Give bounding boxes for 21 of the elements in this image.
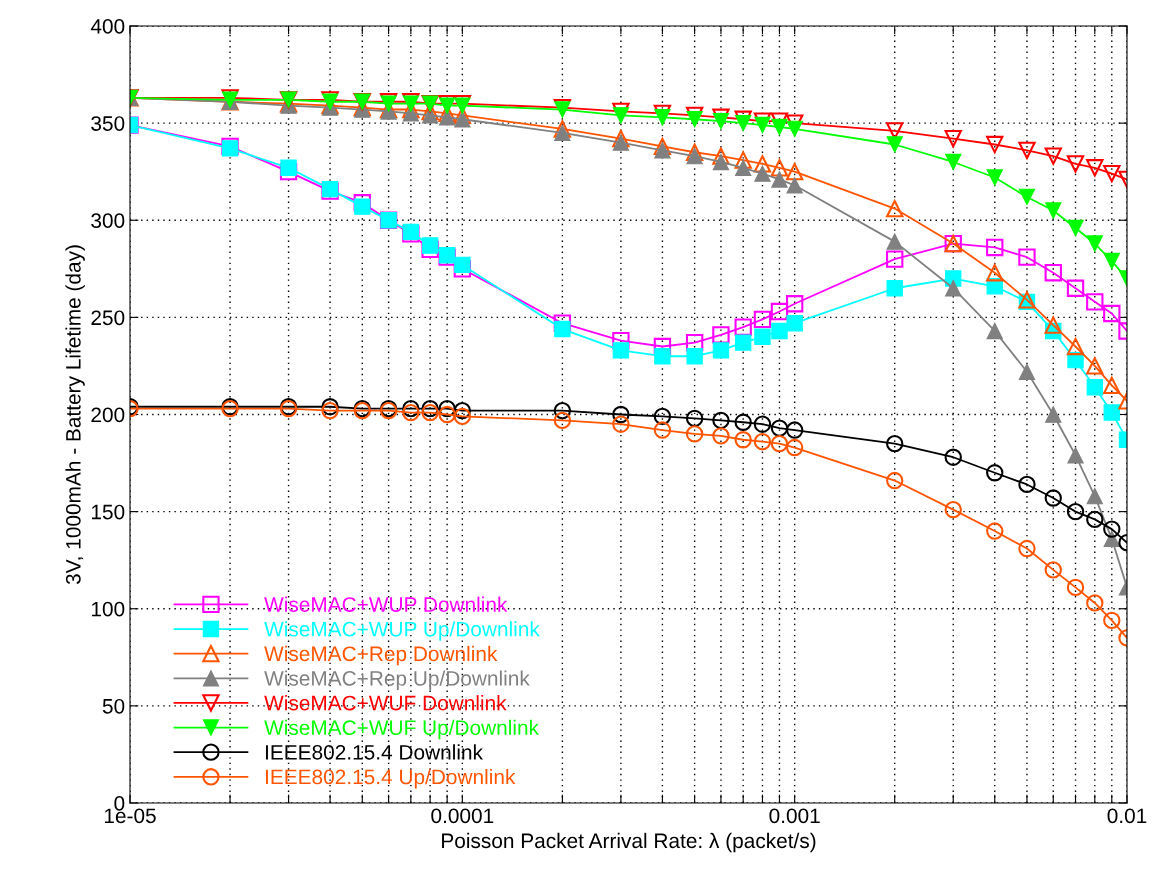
x-tick-label: 0.01 [1107,808,1147,824]
legend-label: IEEE802.15.4 Up/Downlink [266,769,516,789]
y-tick-label: 350 [91,116,125,131]
y-tick-label: 100 [91,601,125,617]
legend-label: WiseMAC+WUP Downlink [264,596,508,612]
legend-label: WiseMAC+Rep Up/Downlink [264,670,530,690]
x-axis-title: Poisson Packet Arrival Rate: λ (packet/s) [442,832,816,853]
x-tick-label: 0.001 [769,808,820,824]
y-tick-label: 150 [91,504,125,520]
legend-label: WiseMAC+WUF Downlink [264,695,507,711]
y-tick-label: 400 [90,19,125,34]
y-tick-label: 250 [91,310,125,326]
y-tick-label: 50 [102,698,125,714]
legend-label: WiseMAC+WUP Up/Downlink [264,621,540,641]
legend-label: WiseMAC+Rep Downlink [264,645,498,666]
x-tick-label: 0.0001 [431,808,494,824]
y-axis-title: 3V, 1000mAh - Battery Lifetime (day) [65,245,85,585]
y-tick-label: 200 [91,407,125,423]
y-tick-label: 300 [91,213,125,228]
legend-label: IEEE802.15.4 Downlink [266,744,483,760]
legend-label: WiseMAC+WUF Up/Downlink [264,719,540,740]
